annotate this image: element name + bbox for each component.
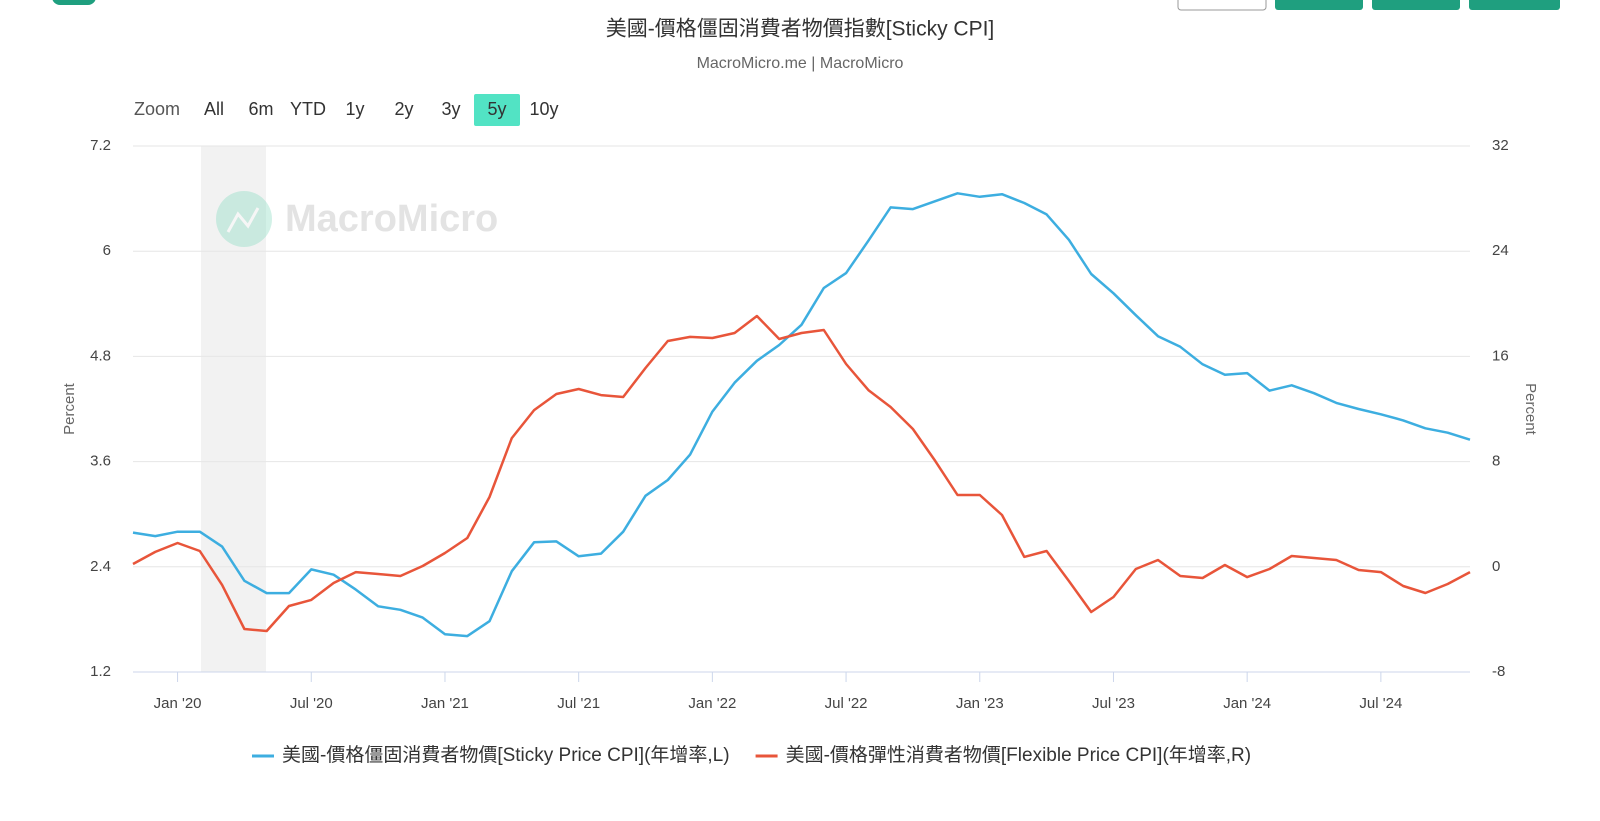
watermark: MacroMicro (285, 198, 498, 240)
y2-tick-label: 24 (1492, 242, 1509, 259)
range-button[interactable]: 3y (441, 99, 460, 119)
x-tick-label: Jul '23 (1092, 695, 1135, 712)
y-tick-label: 1.2 (90, 663, 111, 680)
y-axis-label: Percent (61, 382, 78, 435)
y-tick-label: 2.4 (90, 558, 111, 575)
range-button[interactable]: 1y (345, 99, 364, 119)
y-tick-label: 7.2 (90, 137, 111, 154)
range-button[interactable]: 2y (394, 99, 413, 119)
y2-tick-label: -8 (1492, 663, 1505, 680)
y2-tick-label: 16 (1492, 347, 1509, 364)
shaded-period (201, 146, 266, 672)
legend-label[interactable]: 美國-價格彈性消費者物價[Flexible Price CPI](年增率,R) (786, 744, 1252, 766)
x-tick-label: Jul '20 (290, 695, 333, 712)
top-button[interactable] (1177, 0, 1267, 11)
toggle[interactable] (52, 0, 96, 5)
range-button[interactable]: 6m (248, 99, 273, 119)
watermark-logo (216, 191, 272, 247)
x-tick-label: Jul '21 (557, 695, 600, 712)
y2-tick-label: 0 (1492, 558, 1500, 575)
range-button[interactable]: All (204, 99, 224, 119)
x-tick-label: Jan '24 (1223, 695, 1271, 712)
x-tick-label: Jan '20 (154, 695, 202, 712)
x-tick-label: Jul '22 (825, 695, 868, 712)
y-tick-label: 3.6 (90, 453, 111, 470)
y-tick-label: 6 (103, 242, 111, 259)
top-button[interactable] (1372, 0, 1460, 10)
y2-axis-label: Percent (1522, 383, 1539, 436)
x-tick-label: Jan '22 (688, 695, 736, 712)
chart-subtitle: MacroMicro.me | MacroMicro (697, 55, 904, 72)
x-tick-label: Jul '24 (1359, 695, 1402, 712)
range-button[interactable]: 10y (529, 99, 558, 119)
y2-tick-label: 8 (1492, 453, 1500, 470)
top-button[interactable] (1275, 0, 1363, 10)
x-tick-label: Jan '23 (956, 695, 1004, 712)
top-button[interactable] (1469, 0, 1560, 10)
zoom-label: Zoom (134, 99, 180, 119)
range-button[interactable]: 5y (487, 99, 506, 119)
range-button-bg[interactable] (474, 94, 520, 126)
range-button[interactable]: YTD (290, 99, 326, 119)
x-tick-label: Jan '21 (421, 695, 469, 712)
series-line (132, 192, 1471, 638)
y2-tick-label: 32 (1492, 137, 1509, 154)
y-tick-label: 4.8 (90, 347, 111, 364)
series-line (132, 314, 1471, 633)
chart-title: 美國-價格僵固消費者物價指數[Sticky CPI] (606, 18, 995, 41)
legend-label[interactable]: 美國-價格僵固消費者物價[Sticky Price CPI](年增率,L) (282, 744, 730, 766)
